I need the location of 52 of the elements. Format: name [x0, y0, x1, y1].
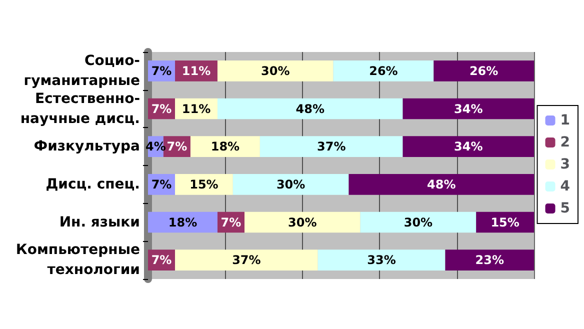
bar — [402, 136, 534, 157]
bar — [244, 212, 360, 233]
data-label: 18% — [168, 215, 198, 230]
y-tick-label: Социо- гуманитарные — [24, 52, 140, 89]
data-label: 15% — [490, 215, 520, 230]
data-label: 30% — [261, 64, 290, 78]
data-label: 11% — [182, 102, 211, 116]
data-label: 34% — [454, 140, 483, 154]
data-label: 15% — [190, 177, 218, 192]
bar — [434, 60, 534, 82]
data-label: 48% — [296, 102, 324, 116]
bar — [260, 136, 403, 157]
y-tick-label: Естественно- научные дисц. — [20, 90, 140, 127]
bar — [360, 212, 476, 233]
data-label: 30% — [276, 177, 306, 192]
data-label: 48% — [426, 177, 456, 192]
bar — [175, 250, 318, 270]
data-label: 7% — [151, 253, 172, 268]
data-label: 26% — [469, 64, 498, 78]
data-label: 7% — [151, 102, 172, 116]
bar — [217, 60, 334, 82]
bar — [445, 250, 534, 270]
data-label: 33% — [367, 253, 396, 268]
legend-label: 2 — [560, 134, 570, 150]
data-label: 37% — [316, 140, 346, 154]
data-label: 7% — [166, 140, 188, 154]
data-label: 23% — [475, 253, 504, 268]
bar — [232, 174, 349, 195]
legend-label: 1 — [560, 112, 570, 128]
data-label: 7% — [220, 215, 242, 230]
data-label: 7% — [151, 177, 172, 192]
bar — [348, 174, 534, 195]
data-label: 18% — [210, 140, 240, 154]
bar — [190, 136, 260, 157]
y-tick-label: Дисц. спец. — [46, 176, 140, 192]
legend-label: 3 — [560, 156, 570, 172]
legend-label: 5 — [560, 200, 570, 216]
data-label: 26% — [369, 64, 398, 78]
y-tick-label: Ин. языки — [59, 214, 140, 230]
data-label: 34% — [454, 102, 483, 116]
data-label: 11% — [182, 64, 211, 78]
bar — [318, 250, 446, 270]
data-label: 37% — [232, 253, 261, 268]
legend-label: 4 — [560, 178, 570, 194]
bar — [217, 98, 403, 120]
y-tick-label: Физкультура — [34, 138, 140, 155]
bar — [402, 98, 534, 120]
data-label: 30% — [404, 215, 433, 230]
data-label: 30% — [288, 215, 317, 230]
bar — [333, 60, 434, 82]
data-label: 7% — [151, 64, 172, 78]
y-tick-label: Компьютерные технологии — [16, 242, 140, 278]
